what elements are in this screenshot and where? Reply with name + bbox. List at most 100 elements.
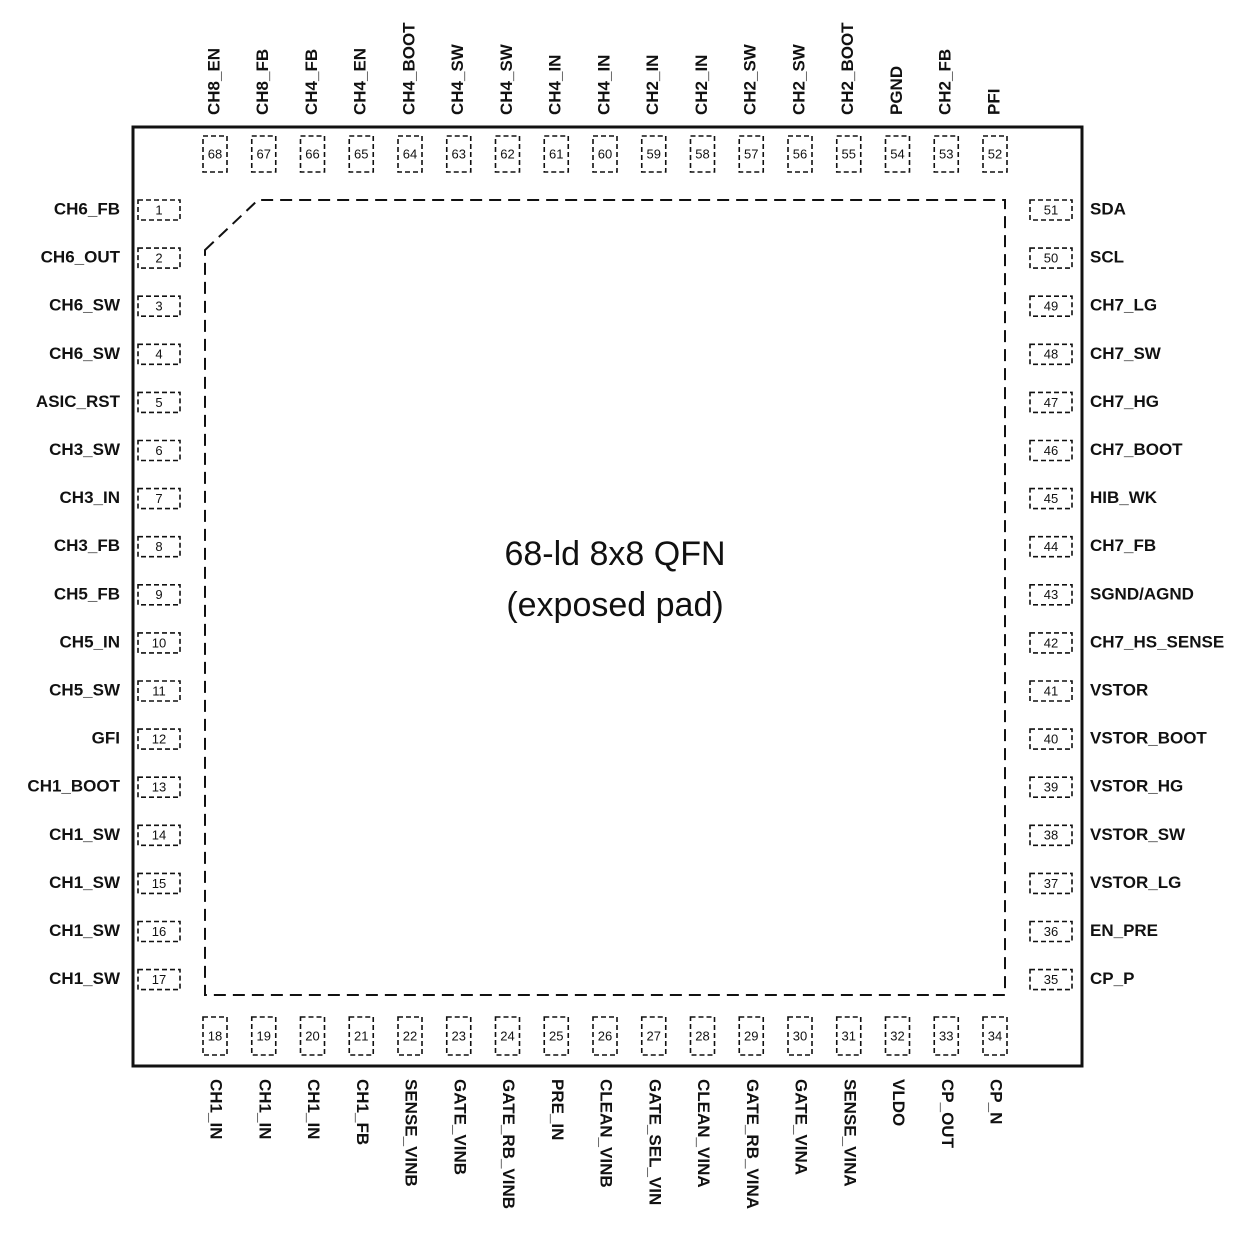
pin-number: 67 [257, 146, 271, 161]
pin-number: 30 [793, 1028, 807, 1043]
pin-pad [137, 583, 181, 606]
pin-name: GATE_SEL_VIN [645, 1079, 664, 1205]
pin-name: CH7_SW [1090, 344, 1162, 363]
pin-number: 48 [1044, 347, 1058, 362]
pin-number: 66 [305, 146, 319, 161]
pin-pad [397, 135, 423, 173]
pin-name: VSTOR_SW [1090, 825, 1186, 844]
pin-pad [1029, 439, 1073, 462]
pin-pad [137, 343, 181, 366]
pin-name: CH3_IN [60, 488, 120, 507]
pin-pad [689, 135, 716, 173]
pin-pad [137, 487, 181, 510]
pin-pad [1029, 199, 1073, 221]
pin-number: 17 [152, 972, 166, 987]
pin-number: 5 [155, 395, 162, 410]
pin-name: VSTOR_LG [1090, 873, 1181, 892]
pin-pad [1029, 920, 1073, 943]
pin-pad [137, 680, 181, 702]
pin-number: 51 [1044, 202, 1058, 217]
pin-name: CH7_FB [1090, 536, 1156, 555]
pin-name: CH2_FB [936, 49, 955, 115]
pin-name: GATE_VINA [792, 1079, 811, 1175]
pin-number: 28 [695, 1028, 709, 1043]
pin-number: 68 [208, 146, 222, 161]
pin-number: 56 [793, 146, 807, 161]
pin-pad [640, 1016, 667, 1056]
pin-name: CH6_SW [49, 296, 121, 315]
pin-pad [202, 135, 228, 173]
pin-number: 60 [598, 146, 612, 161]
pin-number: 1 [155, 202, 162, 217]
pin-pad [884, 1016, 911, 1056]
pin-number: 31 [842, 1028, 856, 1043]
pin-name: CH2_IN [643, 55, 662, 115]
pin-number: 40 [1044, 732, 1058, 747]
pin-name: CH1_IN [207, 1079, 226, 1139]
pin-number: 27 [647, 1028, 661, 1043]
pin-pad [1029, 728, 1073, 750]
pin-pad [348, 135, 375, 173]
pin-number: 22 [403, 1028, 417, 1043]
pin-pad [1029, 776, 1073, 799]
pin-pad [137, 824, 181, 847]
pin-number: 21 [354, 1028, 368, 1043]
pin-name: CH3_FB [54, 536, 120, 555]
pin-pad [1029, 295, 1073, 318]
pin-name: CP_P [1090, 969, 1134, 988]
pin-number: 46 [1044, 443, 1058, 458]
pin-pad [445, 1016, 472, 1056]
pin-number: 8 [155, 539, 162, 554]
pin-name: CH4_FB [302, 49, 321, 115]
pin-pad [640, 135, 667, 173]
pin-pad [494, 1016, 521, 1056]
pin-name: CH2_IN [692, 55, 711, 115]
pin-name: CH5_IN [60, 632, 120, 651]
pin-name: GATE_VINB [450, 1079, 469, 1175]
pin-name: CH2_SW [789, 43, 808, 115]
pin-pad [137, 776, 181, 799]
pin-pad [1029, 872, 1073, 895]
pin-pad [137, 199, 181, 221]
pin-pad [137, 872, 181, 895]
pin-name: CH3_SW [49, 440, 121, 459]
pin-number: 34 [988, 1028, 1002, 1043]
pin-number: 35 [1044, 972, 1058, 987]
pin-pad [787, 135, 813, 173]
pin-pad [137, 968, 181, 991]
pin-number: 61 [549, 146, 563, 161]
pin-pad [1029, 583, 1073, 606]
pin-name: CH7_HS_SENSE [1090, 632, 1224, 651]
pin-number: 53 [939, 146, 953, 161]
pin-pad [445, 135, 472, 173]
pin-pad [250, 1016, 277, 1056]
pin-number: 52 [988, 146, 1002, 161]
pin-number: 63 [452, 146, 466, 161]
pin-number: 29 [744, 1028, 758, 1043]
pin-number: 65 [354, 146, 368, 161]
pin-name: EN_PRE [1090, 921, 1158, 940]
pin-name: CH2_SW [741, 43, 760, 115]
pin-number: 2 [155, 251, 162, 266]
pin-number: 9 [155, 587, 162, 602]
pin-name: PRE_IN [548, 1079, 567, 1140]
pin-name: GATE_RB_VINB [499, 1079, 518, 1209]
pin-name: PGND [887, 66, 906, 115]
pin-pad [787, 1016, 813, 1056]
pin-pad [137, 632, 181, 654]
pin-number: 43 [1044, 587, 1058, 602]
pin-pad [738, 135, 765, 173]
pin-number: 47 [1044, 395, 1058, 410]
pin-pad [250, 135, 277, 173]
pin-pad [1029, 247, 1073, 269]
pin-pad [137, 535, 181, 558]
pin-pad [982, 135, 1008, 173]
pin-number: 14 [152, 828, 166, 843]
pin-number: 20 [305, 1028, 319, 1043]
pin-name: GATE_RB_VINA [743, 1079, 762, 1209]
pin-name: CH1_FB [353, 1079, 372, 1145]
pin-name: CH1_SW [49, 825, 121, 844]
pin-pad [835, 1016, 862, 1056]
pin-pad [299, 1016, 326, 1056]
pin-name: SGND/AGND [1090, 584, 1194, 603]
